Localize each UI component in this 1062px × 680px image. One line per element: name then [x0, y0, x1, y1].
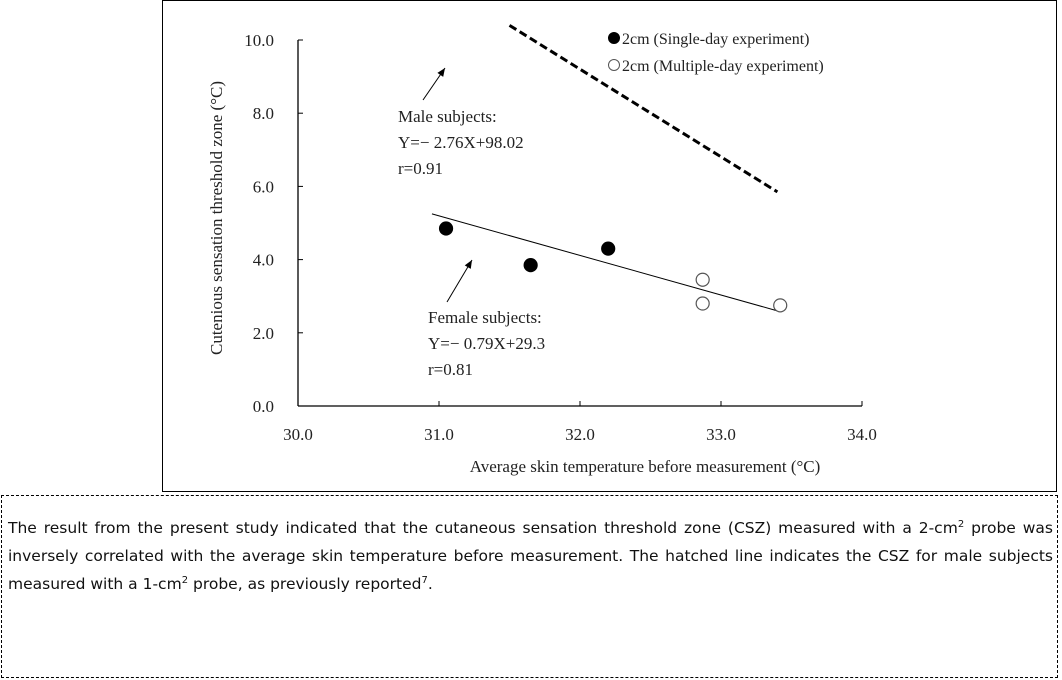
filled-data-point	[601, 241, 616, 256]
x-tick-label: 30.0	[283, 425, 313, 444]
caption-text: probe, as previously reported	[188, 575, 422, 593]
open-data-point	[773, 298, 788, 313]
open-data-point	[695, 296, 710, 311]
legend-label: 2cm (Multiple-day experiment)	[622, 58, 824, 75]
x-tick-label: 34.0	[847, 425, 877, 444]
y-tick-label: 4.0	[253, 251, 274, 270]
y-tick-label: 0.0	[253, 397, 274, 416]
chart-frame	[162, 0, 1057, 492]
y-tick-label: 6.0	[253, 177, 274, 196]
annotation-text: Y=− 2.76X+98.02	[398, 133, 524, 152]
arrowhead	[464, 260, 472, 269]
x-axis-label: Average skin temperature before measurem…	[470, 457, 821, 476]
arrowhead	[437, 68, 445, 77]
legend-marker	[608, 32, 620, 44]
filled-data-point	[523, 257, 538, 273]
annotation-text: Male subjects:	[398, 107, 497, 126]
reference-superscript: 7	[421, 574, 428, 586]
open-data-point	[695, 272, 710, 287]
annotation-text: r=0.81	[428, 360, 473, 379]
caption-text: .	[427, 575, 433, 593]
superscript: 2	[957, 518, 965, 530]
x-tick-label: 31.0	[424, 425, 454, 444]
y-tick-label: 8.0	[253, 104, 274, 123]
filled-data-point	[438, 221, 454, 236]
x-tick-label: 32.0	[565, 425, 595, 444]
annotation-text: Y=− 0.79X+29.3	[428, 334, 545, 353]
figure-caption: The result from the present study indica…	[1, 495, 1058, 678]
legend-label: 2cm (Single-day experiment)	[622, 31, 810, 48]
y-tick-label: 10.0	[244, 31, 274, 50]
male-regression-line	[508, 24, 779, 194]
female-regression-line	[431, 213, 778, 312]
legend-marker	[608, 59, 620, 71]
scatter-chart: 30.0 31.0 32.0 33.0 34.0 0.0 2.0 4.0 6.0 8.0 10.0 A…	[207, 24, 877, 476]
x-tick-label: 33.0	[706, 425, 736, 444]
caption-text: probe was inversely correlated with the …	[8, 519, 1053, 593]
caption-text: The result from the present study indica…	[8, 519, 958, 537]
annotation-text: r=0.91	[398, 159, 443, 178]
superscript: 2	[181, 574, 189, 586]
y-axis-label: Cutenious sensation threshold zone (°C)	[207, 81, 226, 355]
annotation-text: Female subjects:	[428, 308, 542, 327]
y-tick-label: 2.0	[253, 324, 274, 343]
